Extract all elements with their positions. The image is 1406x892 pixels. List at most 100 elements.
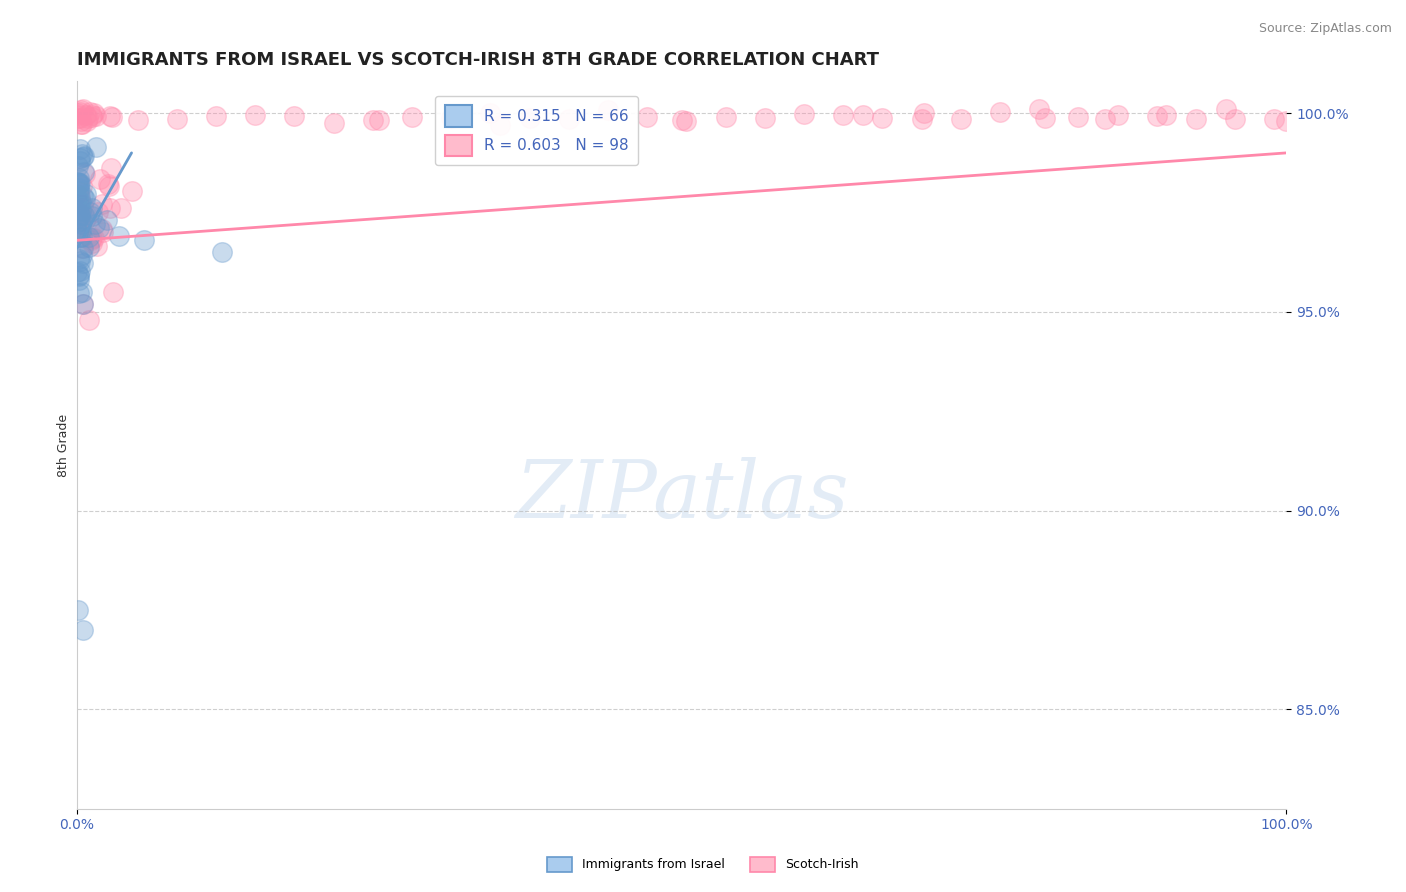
Point bbox=[69, 254, 91, 268]
Point bbox=[87, 221, 110, 235]
Point bbox=[69, 196, 91, 211]
Point bbox=[79, 105, 101, 120]
Point bbox=[67, 187, 90, 202]
Point bbox=[67, 268, 90, 283]
Point bbox=[70, 223, 93, 237]
Point bbox=[1263, 112, 1285, 126]
Point bbox=[110, 201, 132, 215]
Point bbox=[67, 181, 90, 195]
Point bbox=[69, 142, 91, 156]
Point bbox=[70, 103, 93, 117]
Point bbox=[83, 231, 105, 245]
Point bbox=[80, 234, 103, 248]
Point bbox=[84, 109, 107, 123]
Point bbox=[70, 248, 93, 262]
Point bbox=[67, 196, 90, 211]
Point bbox=[96, 213, 118, 227]
Point bbox=[70, 204, 93, 219]
Point bbox=[479, 105, 502, 120]
Point bbox=[69, 215, 91, 229]
Point bbox=[87, 204, 110, 219]
Legend: Immigrants from Israel, Scotch-Irish: Immigrants from Israel, Scotch-Irish bbox=[543, 852, 863, 877]
Point bbox=[75, 186, 97, 201]
Point bbox=[100, 161, 122, 176]
Point bbox=[79, 204, 101, 219]
Point bbox=[66, 186, 89, 201]
Point bbox=[66, 265, 89, 279]
Point bbox=[245, 108, 267, 122]
Point bbox=[72, 214, 94, 228]
Point bbox=[949, 112, 972, 127]
Point bbox=[754, 111, 776, 125]
Point bbox=[368, 113, 391, 128]
Point bbox=[67, 176, 90, 190]
Point bbox=[66, 211, 89, 226]
Point bbox=[401, 110, 423, 124]
Point bbox=[127, 112, 149, 127]
Point bbox=[489, 118, 512, 132]
Point bbox=[211, 245, 233, 260]
Point bbox=[98, 109, 121, 123]
Point bbox=[910, 112, 932, 126]
Point bbox=[69, 264, 91, 278]
Point bbox=[1094, 112, 1116, 126]
Point bbox=[67, 223, 90, 237]
Point bbox=[66, 189, 89, 203]
Point bbox=[73, 192, 96, 206]
Point bbox=[714, 110, 737, 124]
Point bbox=[80, 110, 103, 124]
Point bbox=[83, 106, 105, 120]
Point bbox=[75, 210, 97, 224]
Point bbox=[69, 151, 91, 165]
Point bbox=[66, 219, 89, 233]
Point bbox=[69, 153, 91, 168]
Point bbox=[98, 178, 121, 193]
Point bbox=[80, 201, 103, 215]
Point bbox=[72, 285, 94, 300]
Point bbox=[519, 112, 541, 126]
Point bbox=[66, 226, 89, 240]
Point bbox=[67, 209, 90, 223]
Point bbox=[66, 108, 89, 122]
Point bbox=[91, 197, 114, 211]
Point bbox=[86, 238, 108, 252]
Point bbox=[69, 209, 91, 223]
Point bbox=[72, 297, 94, 311]
Point bbox=[70, 179, 93, 194]
Point bbox=[101, 110, 124, 124]
Point bbox=[80, 235, 103, 250]
Point bbox=[1033, 111, 1056, 125]
Point bbox=[872, 112, 894, 126]
Point bbox=[77, 313, 100, 327]
Point bbox=[121, 184, 143, 198]
Point bbox=[69, 218, 91, 232]
Point bbox=[69, 190, 91, 204]
Point bbox=[66, 111, 89, 125]
Point bbox=[69, 208, 91, 222]
Point bbox=[322, 116, 344, 130]
Point bbox=[72, 150, 94, 164]
Point bbox=[69, 229, 91, 244]
Point bbox=[72, 198, 94, 212]
Point bbox=[1215, 102, 1237, 116]
Point bbox=[91, 225, 114, 239]
Point bbox=[67, 160, 90, 174]
Point bbox=[80, 210, 103, 224]
Point bbox=[70, 222, 93, 236]
Text: IMMIGRANTS FROM ISRAEL VS SCOTCH-IRISH 8TH GRADE CORRELATION CHART: IMMIGRANTS FROM ISRAEL VS SCOTCH-IRISH 8… bbox=[77, 51, 879, 69]
Point bbox=[1067, 111, 1090, 125]
Text: Source: ZipAtlas.com: Source: ZipAtlas.com bbox=[1258, 22, 1392, 36]
Point bbox=[77, 112, 100, 126]
Point bbox=[67, 177, 90, 191]
Point bbox=[67, 286, 90, 301]
Text: ZIPatlas: ZIPatlas bbox=[515, 458, 849, 534]
Point bbox=[67, 603, 90, 617]
Point bbox=[97, 177, 120, 191]
Point bbox=[72, 623, 94, 637]
Point bbox=[283, 109, 305, 123]
Point bbox=[72, 255, 94, 269]
Point bbox=[1225, 112, 1247, 127]
Point bbox=[72, 201, 94, 215]
Point bbox=[67, 171, 90, 186]
Point bbox=[73, 167, 96, 181]
